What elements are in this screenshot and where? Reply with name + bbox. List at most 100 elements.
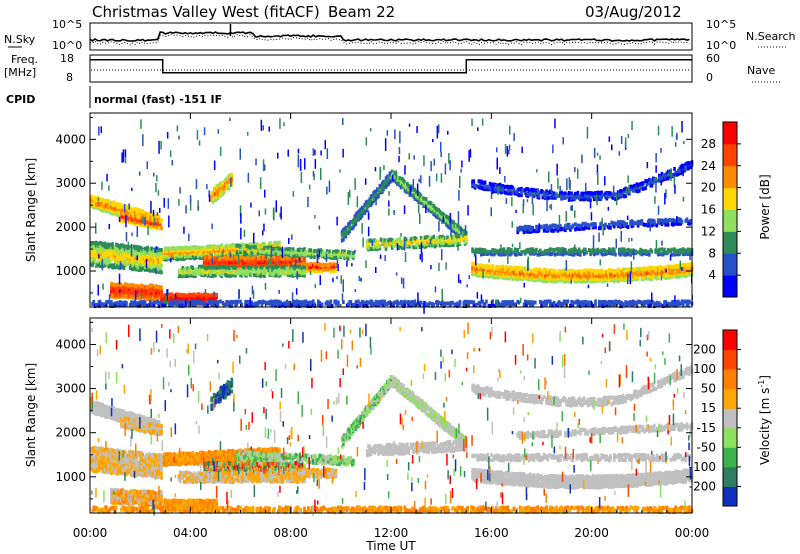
heatmap-cell — [217, 244, 221, 249]
heatmap-cell — [465, 235, 468, 240]
heatmap-cell — [291, 247, 295, 252]
heatmap-cell — [574, 275, 577, 279]
heatmap-cell — [502, 247, 506, 252]
heatmap-cell — [122, 244, 126, 249]
heatmap-cell — [585, 250, 588, 255]
heatmap-cell — [271, 272, 275, 277]
heatmap-cell — [303, 268, 306, 273]
heatmap-cell — [574, 247, 577, 252]
heatmap-cell — [560, 227, 563, 231]
heatmap-cell — [491, 267, 494, 272]
heatmap-cell — [344, 232, 348, 236]
heatmap-cell — [240, 247, 244, 252]
heatmap-cell — [201, 268, 205, 273]
heatmap-cell — [417, 195, 420, 200]
heatmap-cell — [234, 271, 237, 275]
heatmap-cell — [579, 269, 582, 274]
heatmap-cell — [539, 248, 542, 253]
heatmap-cell — [334, 262, 338, 267]
heatmap-cell — [142, 223, 146, 228]
heatmap-cell — [243, 265, 246, 270]
heatmap-cell — [102, 263, 106, 268]
heatmap-cell — [688, 272, 691, 277]
heatmap-cell — [352, 251, 355, 255]
heatmap-cell — [122, 215, 126, 220]
heatmap-cell — [269, 271, 272, 276]
heatmap-cell — [200, 264, 203, 269]
heatmap-cell — [184, 252, 187, 257]
heatmap-cell — [650, 268, 654, 272]
heatmap-cell — [579, 274, 582, 278]
heatmap-cell — [493, 275, 497, 280]
heatmap-cell — [460, 233, 463, 238]
heatmap-cell — [266, 256, 270, 261]
heatmap-cell — [488, 266, 492, 271]
heatmap-cell — [486, 263, 489, 268]
heatmap-cell — [529, 225, 532, 230]
heatmap-cell — [261, 249, 265, 254]
heatmap-cell — [503, 184, 507, 189]
heatmap-cell — [491, 264, 494, 268]
heatmap-cell — [645, 271, 649, 275]
heatmap-cell — [334, 251, 338, 256]
heatmap-cell — [333, 255, 336, 260]
heatmap-cell — [587, 223, 591, 228]
heatmap-cell — [422, 196, 425, 201]
heatmap-cell — [656, 274, 660, 279]
heatmap-cell — [128, 205, 132, 210]
heatmap-cell — [472, 179, 476, 184]
heatmap-cell — [650, 249, 654, 254]
heatmap-cell — [574, 277, 577, 282]
heatmap-cell — [228, 268, 231, 273]
heatmap-cell — [236, 271, 240, 276]
heatmap-cell — [261, 255, 265, 260]
heatmap-cell — [120, 256, 123, 261]
heatmap-cell — [122, 250, 126, 255]
heatmap-cell — [256, 272, 260, 277]
heatmap-cell — [160, 289, 163, 294]
heatmap-cell — [581, 221, 585, 226]
heatmap-cell — [92, 241, 96, 246]
heatmap-cell — [594, 251, 597, 256]
heatmap-cell — [372, 245, 375, 249]
heatmap-cell — [404, 185, 408, 190]
heatmap-cell — [332, 262, 335, 267]
heatmap-cell — [303, 258, 306, 263]
heatmap-cell — [550, 247, 553, 252]
beam-label: Beam 22 — [328, 3, 395, 21]
heatmap-cell — [120, 219, 123, 224]
heatmap-cell — [510, 251, 513, 256]
heatmap-cell — [497, 252, 501, 257]
heatmap-cell — [122, 263, 126, 267]
heatmap-cell — [120, 292, 123, 297]
heatmap-cell — [160, 263, 163, 268]
heatmap-cell — [103, 241, 107, 246]
heatmap-cell — [481, 251, 484, 256]
noise-left-label: N.Sky — [4, 33, 36, 46]
heatmap-cell — [539, 269, 542, 274]
heatmap-cell — [465, 238, 468, 243]
heatmap-cell — [471, 247, 474, 252]
heatmap-cell — [446, 235, 449, 240]
heatmap-cell — [215, 265, 218, 270]
heatmap-cell — [313, 255, 316, 260]
heatmap-cell — [501, 264, 504, 269]
heatmap-cell — [343, 252, 346, 257]
heatmap-cell — [571, 269, 575, 273]
heatmap-cell — [608, 270, 611, 275]
heatmap-cell — [204, 270, 207, 275]
freq-left-label-1: Freq. — [11, 53, 38, 66]
heatmap-cell — [187, 267, 191, 272]
heatmap-cell — [125, 260, 128, 265]
heatmap-cell — [655, 276, 659, 281]
heatmap-cell — [264, 260, 267, 264]
heatmap-cell — [269, 267, 272, 272]
heatmap-cell — [215, 292, 218, 297]
heatmap-cell — [125, 207, 128, 212]
heatmap-cell — [125, 286, 128, 291]
frequency-panel-frame — [89, 54, 693, 83]
heatmap-cell — [493, 267, 497, 272]
heatmap-cell — [240, 242, 244, 247]
heatmap-cell — [266, 245, 270, 250]
